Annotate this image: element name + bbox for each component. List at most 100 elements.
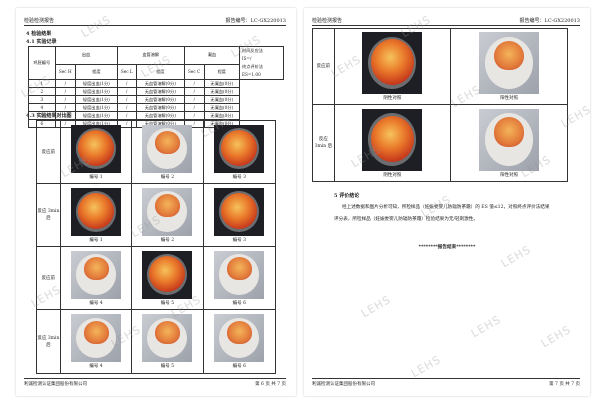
- table-cell: /: [54, 95, 77, 104]
- photo-cell: 编号 3: [204, 184, 275, 246]
- page-header: 检验检测报告 报告编号：LC-GX220013: [24, 16, 286, 26]
- table-cell: /: [116, 111, 137, 120]
- col-header: Sec L: [116, 63, 137, 81]
- table-cell: 轻度出血(1分): [75, 87, 118, 96]
- photo-cell: 编号 6: [204, 310, 275, 373]
- report-number: 报告编号：LC-GX220013: [519, 18, 580, 24]
- table-cell: 无凝血(0分): [203, 87, 241, 96]
- table-cell: 1: [28, 79, 56, 88]
- table-cell: /: [54, 87, 77, 96]
- photo-row: 反应前 阴性对照 阳性对照: [313, 29, 567, 105]
- photo-cell: 编号 2: [132, 121, 204, 183]
- photo-cell: 阳性对照: [451, 29, 567, 104]
- egg-photo: [362, 108, 423, 171]
- page-footer: 利诚检测认证集团股份有限公司 第 7 页 共 7 页: [312, 378, 580, 387]
- photo-row: 反应前 编号 4 编号 5 编号 6: [37, 247, 275, 310]
- col-header: 程度: [203, 63, 241, 81]
- row-label: 反应 3min 后: [313, 105, 335, 181]
- egg-photo: [478, 108, 539, 171]
- row-label: 反应 3min 后: [37, 184, 61, 246]
- photo-cell: 编号 3: [204, 121, 275, 183]
- table-cell: 4: [28, 103, 56, 112]
- col-header: 程度: [75, 63, 118, 81]
- photo-caption: 阳性对照: [499, 172, 518, 178]
- photo-cell: 编号 4: [61, 247, 133, 309]
- header-title: 检验检测报告: [24, 18, 55, 24]
- table-cell: /: [116, 79, 137, 88]
- control-photo-grid: 反应前 阴性对照 阳性对照 反应 3min 后阴性对照 阳性对照: [312, 28, 568, 182]
- col-header: 血管溶解: [116, 46, 185, 65]
- section-heading: 4 检验结果: [26, 31, 52, 37]
- conclusion-line: 评分表，所检样品（妊娠娄婴儿防辐防茶霜）检验结果为无/轻刺激性。: [334, 217, 478, 222]
- page-footer: 利诚检测认证集团股份有限公司 第 6 页 共 7 页: [24, 378, 286, 387]
- photo-caption: 编号 2: [160, 174, 175, 180]
- photo-row: 反应前 编号 1 编号 2 编号 3: [37, 121, 275, 184]
- egg-photo: [142, 250, 193, 299]
- section-heading: 4.3 实验结果对比图: [26, 113, 72, 119]
- egg-photo: [142, 314, 193, 362]
- col-header: 鸡胚编号: [28, 46, 56, 80]
- score-note: 时间反应法 IS=/终点评价法 ES=1.00: [239, 46, 284, 80]
- egg-photo: [71, 314, 122, 362]
- company-name: 利诚检测认证集团股份有限公司: [24, 382, 87, 387]
- table-cell: 无凝血(0分): [203, 111, 241, 120]
- section-heading: 5 评价结论: [334, 193, 360, 199]
- egg-photo: [142, 187, 193, 236]
- egg-photo: [214, 124, 265, 173]
- table-cell: /: [183, 87, 205, 96]
- photo-caption: 编号 5: [160, 364, 175, 369]
- table-row: 4/轻度出血(1分) / 无血管溶解(0分) / 无凝血(0分): [28, 103, 284, 112]
- section-heading: 4.1 实验记录: [26, 39, 57, 45]
- photo-cell: 编号 5: [132, 247, 204, 309]
- table-cell: /: [183, 95, 205, 104]
- report-end: ********报告结束********: [418, 245, 476, 250]
- table-cell: /: [183, 111, 205, 120]
- photo-cell: 阴性对照: [335, 105, 451, 181]
- table-cell: /: [116, 95, 137, 104]
- photo-caption: 编号 1: [89, 174, 103, 180]
- table-row: 3/轻度出血(1分) / 无血管溶解(0分) / 无凝血(0分): [28, 95, 284, 104]
- col-header: Sec C: [183, 63, 205, 81]
- conclusion-line: 经上述数据和图片分析可知，所检样品（妊娠娄婴儿防辐防茶霜）的 ES 值≤12，对…: [342, 205, 550, 210]
- photo-cell: 编号 5: [132, 310, 204, 373]
- photo-caption: 编号 1: [89, 237, 103, 243]
- table-cell: 轻度出血(1分): [75, 95, 118, 104]
- photo-caption: 阴性对照: [383, 172, 402, 178]
- egg-photo: [362, 32, 423, 94]
- photo-caption: 编号 4: [89, 364, 103, 369]
- photo-row: 反应 3min 后阴性对照 阳性对照: [313, 105, 567, 181]
- table-cell: 无血管溶解(0分): [135, 87, 185, 96]
- photo-caption: 阳性对照: [499, 96, 518, 101]
- photo-cell: 编号 4: [61, 310, 133, 373]
- photo-cell: 阳性对照: [451, 105, 567, 181]
- table-cell: 无凝血(0分): [203, 103, 241, 112]
- company-name: 利诚检测认证集团股份有限公司: [312, 382, 375, 387]
- egg-photo: [142, 124, 193, 173]
- table-cell: /: [183, 103, 205, 112]
- report-page-6: 检验检测报告 报告编号：LC-GX220013 4 检验结果 4.1 实验记录 鸡…: [16, 8, 296, 396]
- table-cell: 轻度出血(1分): [75, 103, 118, 112]
- egg-photo: [71, 124, 122, 173]
- table-cell: 2: [28, 87, 56, 96]
- photo-caption: 编号 3: [232, 237, 246, 243]
- photo-cell: 编号 1: [61, 121, 133, 183]
- header-title: 检验检测报告: [312, 18, 343, 24]
- page-header: 检验检测报告 报告编号：LC-GX220013: [312, 16, 580, 26]
- table-cell: 无凝血(0分): [203, 95, 241, 104]
- comparison-photo-grid: 反应前 编号 1 编号 2 编号 3 反应 3min 后编号 1 编号 2 编号 3 反应前编…: [36, 120, 276, 374]
- table-cell: 3: [28, 95, 56, 104]
- photo-caption: 阴性对照: [383, 96, 402, 101]
- table-cell: 无血管溶解(0分): [135, 79, 185, 88]
- photo-row: 反应 3min 后编号 4 编号 5 编号 6: [37, 310, 275, 373]
- table-cell: /: [116, 87, 137, 96]
- col-header: 凝血: [183, 46, 241, 65]
- egg-photo: [71, 250, 122, 299]
- table-row: 2/轻度出血(1分) / 无血管溶解(0分) / 无凝血(0分): [28, 87, 284, 96]
- table-cell: /: [54, 79, 77, 88]
- egg-photo: [214, 314, 265, 362]
- table-cell: /: [183, 79, 205, 88]
- photo-cell: 编号 2: [132, 184, 204, 246]
- photo-row: 反应 3min 后编号 1 编号 2 编号 3: [37, 184, 275, 247]
- photo-caption: 编号 3: [232, 174, 246, 180]
- photo-caption: 编号 6: [232, 364, 246, 369]
